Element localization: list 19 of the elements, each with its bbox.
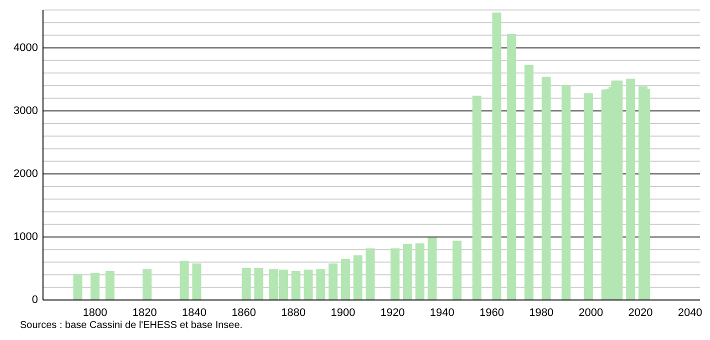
y-tick-label: 2000 (14, 166, 38, 181)
x-tick-label: 1960 (480, 306, 504, 319)
x-tick-label: 1840 (182, 306, 206, 319)
source-note: Sources : base Cassini de l'EHESS et base Insee. (20, 320, 243, 331)
x-tick-label: 1880 (281, 306, 306, 319)
x-tick-label: 1800 (82, 306, 108, 319)
y-tick-label: 1000 (14, 230, 38, 244)
x-tick-label: 1860 (232, 306, 256, 319)
x-tick-label: 1920 (380, 306, 405, 319)
y-tick-label: 3000 (14, 104, 38, 118)
x-tick-label: 2040 (678, 306, 702, 319)
x-tick-label: 1980 (529, 306, 554, 319)
y-tick-label: 0 (32, 293, 38, 307)
x-tick-label: 2000 (578, 306, 604, 319)
x-tick-label: 1900 (330, 306, 356, 319)
x-tick-label: 1820 (132, 306, 157, 319)
x-tick-label: 1940 (430, 306, 454, 319)
x-tick-label: 2020 (628, 306, 653, 319)
y-tick-label: 4000 (14, 40, 38, 55)
